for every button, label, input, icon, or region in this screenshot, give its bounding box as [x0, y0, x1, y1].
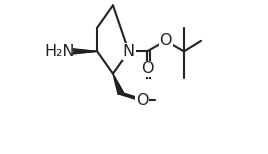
Polygon shape — [113, 74, 124, 95]
Text: H₂N: H₂N — [44, 44, 75, 59]
Text: O: O — [141, 61, 153, 76]
Text: N: N — [123, 44, 135, 59]
Text: O: O — [136, 93, 148, 107]
Text: O: O — [159, 33, 172, 48]
